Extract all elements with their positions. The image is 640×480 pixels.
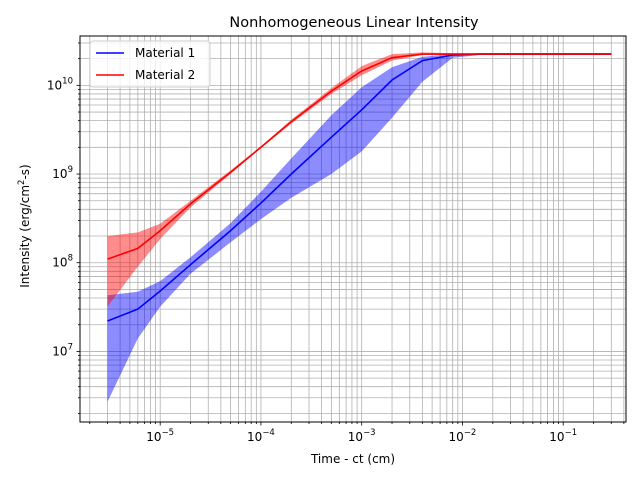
x-tick-label: 10−3 — [348, 428, 376, 444]
grid — [80, 36, 626, 422]
y-axis-label-sup: 2 — [17, 180, 27, 185]
axis-ticks — [76, 42, 625, 426]
legend: Material 1 Material 2 — [89, 40, 211, 88]
x-tick-label: 10−4 — [247, 428, 275, 444]
error-bands — [107, 52, 612, 402]
series-lines — [107, 53, 612, 322]
x-tick-label: 10−2 — [449, 428, 477, 444]
chart-title: Nonhomogeneous Linear Intensity — [229, 15, 479, 31]
band-material-1 — [107, 53, 612, 402]
plot-frame — [79, 35, 627, 423]
legend-label-material-2: Material 2 — [135, 68, 195, 82]
y-axis-label-suffix: -s) — [18, 164, 32, 179]
y-tick-label: 108 — [52, 254, 73, 270]
x-axis-label: Time - ct (cm) — [310, 452, 395, 466]
plot-area: 10−5 10−4 10−3 10−2 10−1 107 108 109 1010 — [47, 35, 627, 444]
y-tick-label: 109 — [52, 165, 73, 181]
y-tick-label: 1010 — [47, 76, 73, 92]
y-axis-label: Intensity (erg/cm2-s) — [17, 164, 32, 287]
plot-background — [80, 36, 626, 422]
legend-label-material-1: Material 1 — [135, 46, 195, 60]
tick-labels: 10−5 10−4 10−3 10−2 10−1 107 108 109 1010 — [47, 76, 577, 444]
y-tick-label: 107 — [52, 342, 73, 358]
y-axis-label-prefix: Intensity (erg/cm — [18, 185, 32, 288]
x-tick-label: 10−1 — [549, 428, 577, 444]
x-tick-label: 10−5 — [146, 428, 174, 444]
line-material-2 — [107, 53, 612, 260]
